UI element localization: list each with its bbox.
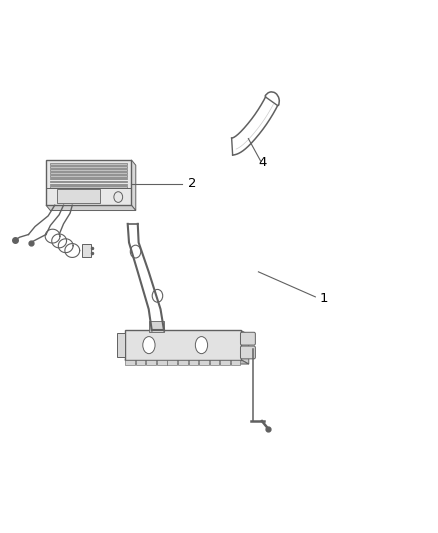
Bar — [231, 360, 240, 365]
Bar — [50, 183, 127, 185]
Bar — [125, 360, 135, 365]
Bar — [136, 360, 145, 365]
Bar — [50, 178, 127, 180]
Bar — [117, 333, 125, 357]
Polygon shape — [241, 330, 249, 364]
FancyBboxPatch shape — [240, 332, 255, 345]
Polygon shape — [125, 360, 249, 364]
Bar — [178, 360, 188, 365]
Polygon shape — [131, 160, 136, 211]
Polygon shape — [46, 205, 136, 211]
Bar — [210, 360, 219, 365]
Text: 1: 1 — [320, 292, 328, 305]
Bar — [57, 189, 100, 203]
Text: 4: 4 — [258, 156, 267, 169]
Bar — [46, 160, 131, 205]
FancyBboxPatch shape — [240, 346, 255, 359]
Bar — [50, 166, 127, 168]
Text: 2: 2 — [188, 177, 197, 190]
Bar — [50, 187, 127, 188]
Bar — [189, 360, 198, 365]
Bar — [50, 169, 127, 171]
Bar — [199, 360, 209, 365]
Bar — [50, 164, 127, 165]
Bar — [50, 175, 127, 176]
Bar — [146, 360, 156, 365]
Ellipse shape — [143, 337, 155, 354]
Bar — [157, 360, 166, 365]
Bar — [50, 172, 127, 174]
Bar — [148, 321, 164, 332]
Bar — [220, 360, 230, 365]
Bar — [167, 360, 177, 365]
Bar — [82, 244, 91, 257]
Bar — [125, 330, 241, 360]
Ellipse shape — [195, 337, 208, 354]
Bar — [50, 181, 127, 182]
